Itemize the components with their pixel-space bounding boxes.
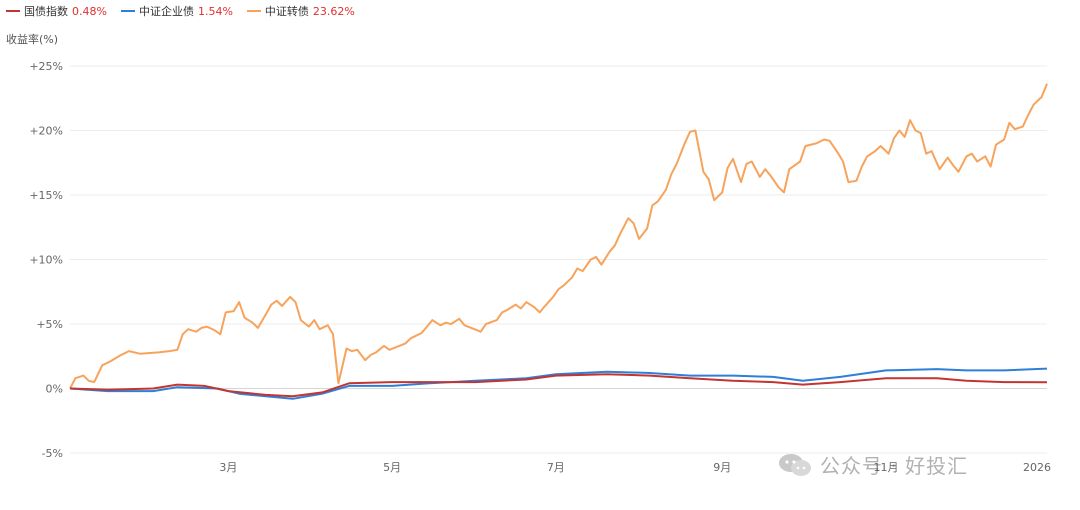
legend-item-qiyezhai[interactable]: 中证企业债 1.54% — [120, 3, 233, 19]
legend-value-guozhai: 0.48% — [72, 4, 107, 18]
x-tick-label: 9月 — [713, 461, 731, 474]
legend-label-zhuanzhai: 中证转债 — [264, 5, 309, 18]
y-tick-label: +20% — [29, 125, 63, 138]
legend-item-guozhai[interactable]: 国债指数 0.48% — [6, 3, 107, 19]
series-line-中证转债[interactable] — [69, 83, 1048, 389]
y-tick-label: +15% — [29, 189, 63, 202]
y-axis-title: 收益率(%) — [6, 33, 59, 46]
series-line-国债指数[interactable] — [69, 373, 1048, 398]
series-line-中证企业债[interactable] — [69, 367, 1048, 400]
legend-label-qiyezhai: 中证企业债 — [138, 5, 194, 18]
x-tick-label: 5月 — [383, 461, 401, 474]
x-tick-label: 7月 — [547, 461, 565, 474]
legend-swatch-qiyezhai — [120, 10, 135, 12]
legend-value-qiyezhai: 1.54% — [197, 4, 233, 18]
axis-labels: -5% 0% +5% +10% +15% +20% +25% 3月 5月 7月 9月 11月 2026 — [29, 60, 1051, 474]
wechat-icon — [779, 453, 811, 476]
y-tick-label: 0% — [46, 383, 63, 396]
x-tick-label: 2026 — [1023, 461, 1051, 474]
chart-legend: 国债指数 0.48% 中证企业债 1.54% 中证转债 23.62% — [6, 3, 369, 19]
legend-label-guozhai: 国债指数 — [24, 5, 68, 18]
watermark-text: 公众号 · 好投汇 — [820, 454, 969, 478]
y-tick-label: +25% — [29, 60, 63, 73]
legend-swatch-guozhai — [6, 10, 20, 12]
y-tick-label: -5% — [42, 447, 63, 460]
x-tick-label: 3月 — [219, 461, 237, 474]
y-tick-label: +10% — [29, 254, 63, 267]
legend-value-zhuanzhai: 23.62% — [312, 4, 355, 18]
grid-lines — [70, 65, 1047, 454]
x-tick-label: 11月 — [873, 461, 898, 474]
y-tick-label: +5% — [36, 318, 63, 331]
legend-item-zhuanzhai[interactable]: 中证转债 23.62% — [246, 3, 355, 19]
series-lines — [69, 83, 1048, 400]
legend-swatch-zhuanzhai — [246, 10, 261, 12]
watermark: 公众号 · 好投汇 — [778, 450, 968, 479]
